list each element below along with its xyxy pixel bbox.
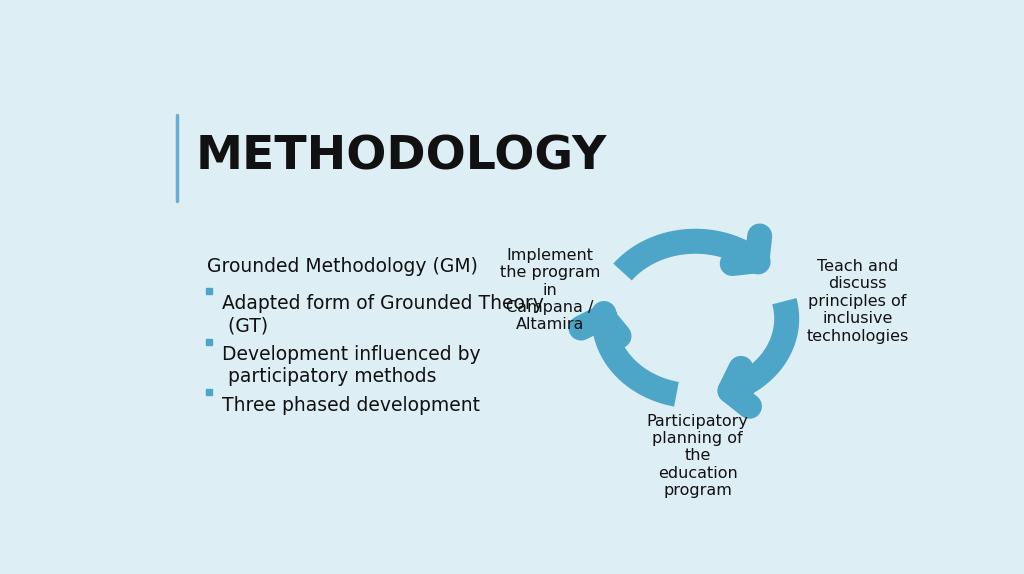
Text: METHODOLOGY: METHODOLOGY bbox=[196, 135, 606, 180]
Text: Implement
the program
in
Campana /
Altamira: Implement the program in Campana / Altam… bbox=[500, 248, 600, 332]
Text: Three phased development: Three phased development bbox=[221, 396, 479, 415]
Text: Teach and
discuss
principles of
inclusive
technologies: Teach and discuss principles of inclusiv… bbox=[807, 259, 908, 343]
Text: Adapted form of Grounded Theory
 (GT): Adapted form of Grounded Theory (GT) bbox=[221, 294, 544, 335]
Text: Participatory
planning of
the
education
program: Participatory planning of the education … bbox=[647, 414, 749, 498]
Text: Grounded Methodology (GM): Grounded Methodology (GM) bbox=[207, 257, 478, 276]
Text: Development influenced by
 participatory methods: Development influenced by participatory … bbox=[221, 345, 480, 386]
